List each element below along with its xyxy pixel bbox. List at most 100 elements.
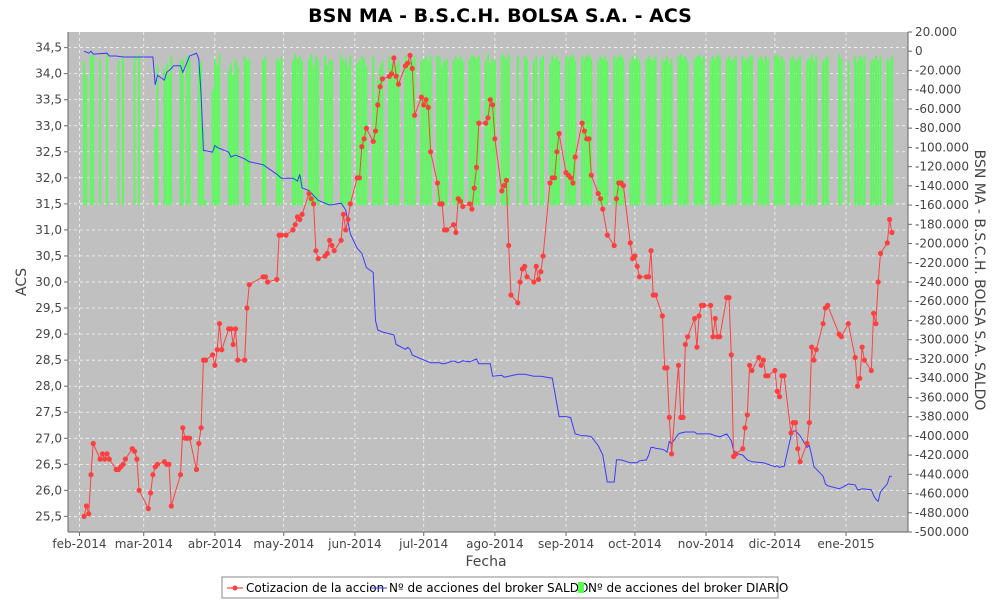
diario-bar [393,58,395,206]
diario-bar [420,60,423,206]
price-point [499,188,505,194]
price-point [861,357,868,363]
price-point [774,388,780,394]
diario-bar [647,56,650,206]
diario-bar [429,56,432,206]
diario-bar [324,56,326,206]
diario-bar [365,65,368,206]
diario-bar [767,58,769,206]
diario-bar [347,65,349,206]
price-point [216,321,223,327]
x-tick-label: ago-2014 [466,537,523,551]
y2-axis-title: BSN MA - B.S.C.H. BOLSA S.A. SALDO [971,150,987,411]
chart-title: BSN MA - B.S.C.H. BOLSA S.A. - ACS [308,5,692,27]
y2-tick-label: -360.000 [915,390,969,404]
price-point [232,326,239,332]
price-point [265,279,271,285]
diario-bar [778,58,781,206]
diario-bar [670,58,673,206]
diario-bar [363,58,365,206]
x-tick-label: jun-2014 [327,537,381,551]
diario-bar [122,56,124,206]
diario-bar [461,60,464,206]
y2-tick-label: 20.000 [915,25,957,39]
legend-label-price: Cotizacion de la accion [246,581,384,595]
diario-bar [606,60,609,206]
diario-bar [709,60,712,206]
diario-bar [597,60,600,206]
diario-bar [668,62,671,206]
price-point [531,279,537,285]
diario-bar [684,56,687,206]
price-point [682,341,689,348]
diario-bar [317,60,320,206]
price-point [871,310,877,316]
price-point [196,440,202,447]
price-point [120,461,126,467]
diario-bar [604,56,606,206]
x-tick-label: ene-2015 [817,537,874,551]
price-point [168,503,174,509]
y-tick-label: 34,5 [35,41,62,55]
price-point [696,313,702,319]
price-point [825,302,831,308]
price-point [600,206,606,212]
diario-bar [452,60,455,206]
price-point [884,240,890,246]
y2-tick-label: -120.000 [915,160,969,174]
diario-bar [542,56,544,206]
y-tick-label: 34,0 [35,67,62,81]
diario-bar [748,56,751,206]
price-point [315,256,321,262]
price-point [375,102,381,108]
price-point [838,334,845,340]
diario-bar [650,60,652,206]
diario-bar [328,58,331,206]
price-point [873,321,879,327]
diario-bar [840,58,843,206]
x-tick-label: feb-2014 [52,537,106,551]
diario-bar [246,60,248,206]
diario-bar [459,56,462,206]
price-point [852,354,858,361]
y-tick-label: 33,5 [35,93,62,107]
price-point [457,198,464,204]
diario-bar [874,56,877,206]
y-tick-label: 28,0 [35,379,62,393]
price-point [889,229,895,236]
price-point [744,412,750,418]
y2-tick-label: -300.000 [915,333,969,347]
y2-tick-label: -200.000 [915,237,969,251]
diario-bar [471,54,473,206]
diario-bar [695,56,698,206]
x-tick-label: nov-2014 [678,537,735,551]
price-point [122,456,128,462]
price-point [792,420,799,426]
diario-bar [156,65,159,206]
diario-bar [633,58,636,206]
diario-bar [379,65,382,206]
diario-bar [861,58,863,206]
price-point [772,367,778,374]
price-point [517,279,523,285]
diario-bar [762,60,765,206]
price-point [613,196,620,202]
diario-bar [877,60,880,206]
diario-bar [275,58,278,206]
saldo-line [83,50,892,503]
price-line-layer [81,52,895,520]
y2-tick-label: -160.000 [915,198,969,212]
price-point [212,362,218,368]
diario-bar [700,58,703,206]
diario-bar [204,200,207,206]
diario-bar [698,54,701,206]
diario-bar [381,60,384,206]
diario-bar [507,54,510,206]
price-point [359,144,365,150]
price-point [154,461,161,467]
price-point [669,451,675,457]
y2-tick-label: -460.000 [915,487,969,501]
diario-bar [783,60,785,206]
price-point [203,357,209,363]
price-point [274,276,280,282]
